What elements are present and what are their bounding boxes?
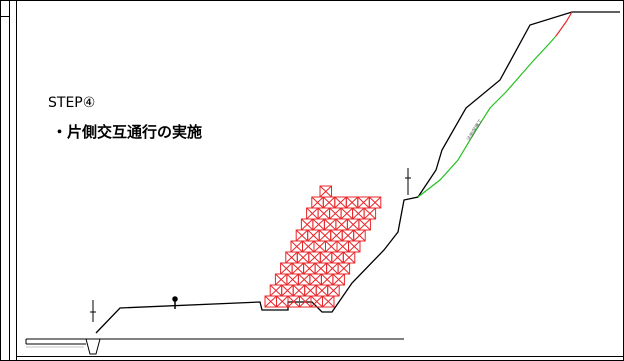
svg-text:法面保護工: 法面保護工: [465, 118, 484, 143]
crib-cell: [307, 229, 320, 242]
crib-cell: [300, 218, 314, 231]
crib-cell: [353, 229, 366, 242]
crib-cell: [280, 262, 293, 275]
proposed-slope-line: [417, 35, 557, 198]
crib-cell: [358, 218, 371, 231]
crib-cell: [357, 196, 370, 209]
crib-cell: [322, 196, 336, 209]
crib-cell: [346, 218, 360, 231]
crib-cell: [302, 240, 315, 253]
crib-cell: [295, 229, 309, 242]
crib-cell: [336, 240, 349, 253]
crib-cell: [318, 229, 332, 242]
crib-cell: [319, 185, 332, 198]
crib-cell: [292, 284, 306, 297]
crib-cell: [317, 207, 331, 220]
crib-cell: [291, 262, 305, 275]
person-marker: [172, 296, 178, 309]
crib-cell: [340, 207, 354, 220]
crib-cell: [304, 284, 317, 297]
ground-profile-line: [95, 11, 620, 334]
crib-cell: [323, 218, 337, 231]
crib-cell: [269, 284, 283, 297]
crib-cell: [337, 262, 351, 275]
top-survey-pole: [405, 168, 411, 195]
crib-cell: [310, 295, 323, 308]
crib-cell: [332, 273, 345, 286]
crib-cell: [345, 196, 359, 209]
crib-cell: [335, 218, 348, 231]
crib-cell: [327, 284, 340, 297]
crib-cell: [326, 262, 339, 275]
crib-cell: [311, 196, 324, 209]
crib-cell: [281, 284, 294, 297]
crib-cell: [276, 295, 289, 308]
crib-cell: [308, 251, 321, 264]
crib-cell: [309, 273, 322, 286]
crib-cell: [297, 273, 311, 286]
crib-cell: [264, 295, 277, 308]
crib-cell: [325, 240, 338, 253]
crib-cell: [322, 295, 335, 308]
slope-top-segment: [555, 11, 573, 37]
crib-cell: [312, 218, 325, 231]
step-description: ・片側交互通行の実施: [52, 123, 203, 141]
crib-cell: [330, 229, 343, 242]
road-section: [25, 338, 404, 355]
crib-cell: [368, 196, 382, 209]
crib-frame-stack: [264, 185, 382, 308]
crib-cell: [314, 262, 328, 275]
crib-cell: [286, 273, 299, 286]
crib-cell: [303, 262, 316, 275]
crib-cell: [290, 240, 303, 253]
crib-cell: [285, 251, 298, 264]
survey-pole-marker: [90, 300, 96, 322]
crib-cell: [352, 207, 365, 220]
step-title: STEP④: [48, 95, 96, 111]
crib-cell: [329, 207, 342, 220]
crib-cell: [348, 240, 361, 253]
crib-cell: [331, 251, 344, 264]
crib-cell: [334, 196, 347, 209]
crib-cell: [320, 273, 334, 286]
crib-cell: [274, 273, 288, 286]
crib-cell: [296, 251, 310, 264]
crib-cell: [306, 207, 319, 220]
crib-cell: [341, 229, 355, 242]
crib-cell: [313, 240, 326, 253]
crib-cell: [342, 251, 356, 264]
crib-cell: [363, 207, 377, 220]
crib-cell: [315, 284, 329, 297]
crib-cell: [319, 251, 333, 264]
